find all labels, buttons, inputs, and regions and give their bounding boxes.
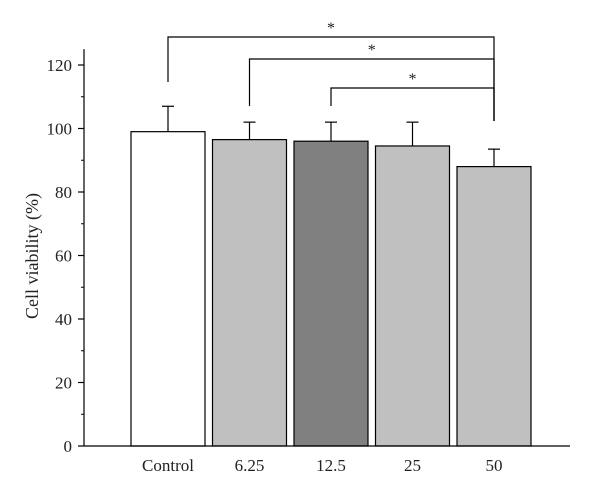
x-tick-label: 6.25 (235, 456, 265, 475)
bar (456, 166, 532, 447)
bar (130, 131, 206, 447)
bar (293, 140, 369, 447)
x-tick-label: 12.5 (316, 456, 346, 475)
significance-star: * (409, 71, 417, 88)
bars (130, 131, 532, 447)
significance-brackets: * * * (167, 20, 495, 121)
x-tick-label: 50 (486, 456, 503, 475)
x-axis: Control 6.25 12.5 25 50 (84, 445, 570, 475)
x-tick-label: Control (142, 456, 194, 475)
y-axis-label: Cell viability (%) (22, 193, 43, 319)
x-tick-label: 25 (404, 456, 421, 475)
significance-star: * (327, 20, 335, 37)
error-bars (162, 105, 500, 167)
bar (211, 139, 288, 447)
y-tick-label: 60 (55, 247, 72, 266)
y-tick-label: 0 (64, 437, 73, 456)
bar (374, 145, 451, 447)
significance-star: * (368, 42, 376, 59)
y-tick-label: 80 (55, 183, 72, 202)
y-axis: 0 20 40 60 80 100 120 (47, 49, 85, 456)
y-tick-label: 40 (55, 310, 72, 329)
y-tick-label: 120 (47, 56, 73, 75)
y-tick-label: 20 (55, 374, 72, 393)
y-tick-label: 100 (47, 120, 73, 139)
significance-bracket (167, 36, 495, 121)
significance-bracket (330, 87, 495, 121)
significance-bracket (248, 58, 495, 121)
